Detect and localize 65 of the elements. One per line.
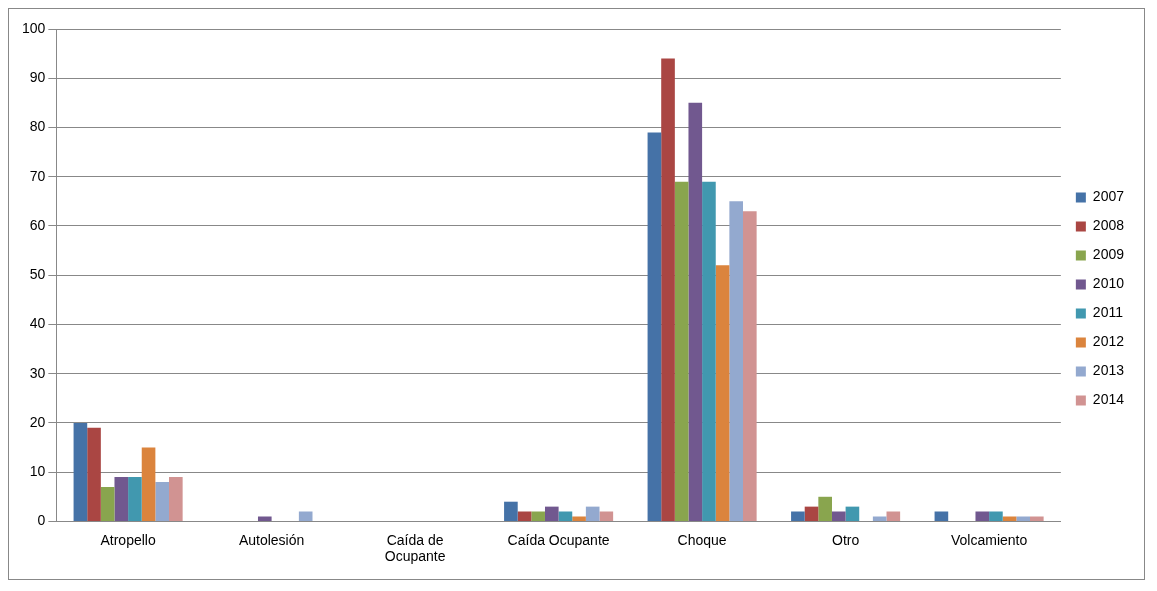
bar xyxy=(975,511,990,521)
bar xyxy=(504,501,518,521)
bar xyxy=(831,511,846,521)
bar xyxy=(517,511,532,521)
bar xyxy=(729,201,743,521)
bar xyxy=(141,447,156,521)
bar xyxy=(845,506,860,521)
y-tick-label: 40 xyxy=(29,315,46,332)
x-tick-label: Caída de Ocupante xyxy=(384,531,446,565)
legend-label: 2010 xyxy=(1092,275,1125,292)
bar xyxy=(73,422,88,521)
bar xyxy=(1030,516,1044,521)
bar xyxy=(572,516,586,521)
bar xyxy=(599,511,614,521)
bar xyxy=(702,181,716,521)
y-tick-label: 50 xyxy=(29,266,46,283)
bar xyxy=(531,511,545,521)
legend-label: 2013 xyxy=(1092,362,1125,379)
bar xyxy=(114,477,129,521)
bar xyxy=(886,511,901,521)
legend-label: 2008 xyxy=(1092,217,1125,234)
legend-label: 2009 xyxy=(1092,246,1125,263)
x-tick-label: Atropello xyxy=(100,531,156,548)
bar xyxy=(872,516,887,521)
bar xyxy=(804,506,819,521)
bar xyxy=(558,511,573,521)
bar xyxy=(585,506,600,521)
x-tick-label: Choque xyxy=(677,531,727,548)
x-tick-label: Autolesión xyxy=(238,531,305,548)
x-tick-label: Caída Ocupante xyxy=(507,531,610,548)
y-tick-label: 70 xyxy=(29,167,46,184)
y-tick-label: 90 xyxy=(29,69,46,86)
bar xyxy=(87,427,101,521)
bar xyxy=(1002,516,1017,521)
legend-label: 2007 xyxy=(1092,188,1125,205)
bar xyxy=(257,516,272,521)
y-tick-label: 10 xyxy=(29,463,46,480)
legend-label: 2014 xyxy=(1092,391,1125,408)
legend-label: 2012 xyxy=(1092,333,1125,350)
bar xyxy=(155,482,170,521)
y-tick-label: 0 xyxy=(37,512,46,529)
bar xyxy=(544,506,559,521)
bar xyxy=(100,486,115,521)
bar xyxy=(715,265,730,521)
legend-label: 2011 xyxy=(1092,304,1124,321)
bar xyxy=(128,477,142,521)
bar xyxy=(1016,516,1030,521)
bar xyxy=(169,477,183,521)
x-tick-label: Otro xyxy=(831,531,860,548)
bar xyxy=(791,511,805,521)
x-tick-label: Volcamiento xyxy=(950,531,1028,548)
y-tick-label: 80 xyxy=(29,118,46,135)
bar xyxy=(647,132,662,521)
bar xyxy=(688,102,703,521)
bar xyxy=(989,511,1003,521)
bar xyxy=(818,496,832,521)
y-tick-label: 100 xyxy=(22,19,46,36)
y-tick-label: 60 xyxy=(29,216,46,233)
bar xyxy=(661,58,675,521)
bar xyxy=(934,511,949,521)
bar xyxy=(298,511,313,521)
bar xyxy=(743,211,757,521)
y-tick-label: 20 xyxy=(29,413,46,430)
bar xyxy=(674,181,689,521)
y-tick-label: 30 xyxy=(29,364,46,381)
